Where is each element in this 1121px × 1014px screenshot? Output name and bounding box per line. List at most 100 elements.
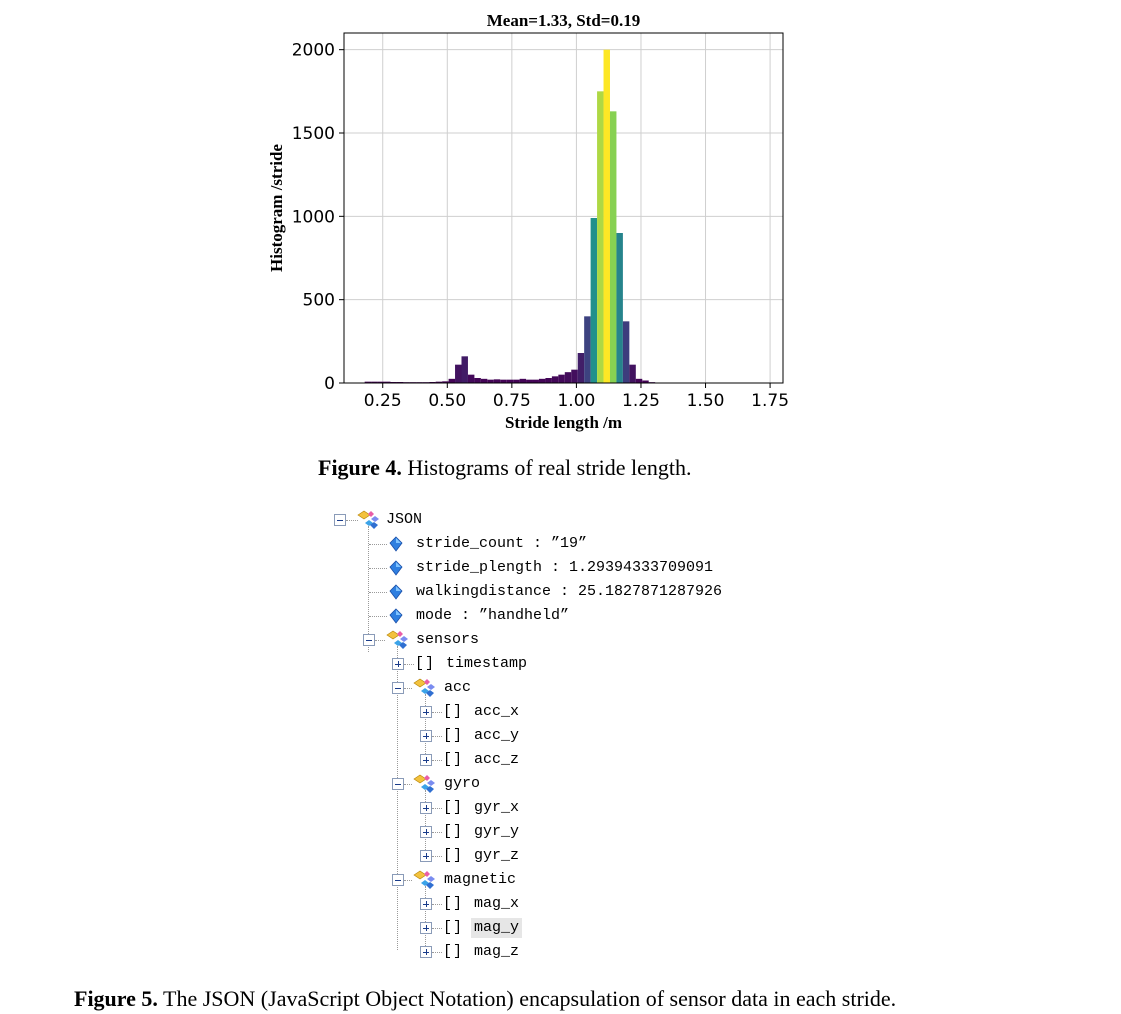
histogram-bar xyxy=(493,379,501,383)
histogram-bar xyxy=(526,379,533,383)
histogram-bar xyxy=(538,378,546,383)
histogram-bar xyxy=(519,378,527,383)
y-tick-label: 1000 xyxy=(292,207,335,227)
histogram-bar xyxy=(584,316,591,383)
histogram-bar xyxy=(577,353,585,383)
object-node-icon xyxy=(386,630,408,649)
tree-connector xyxy=(425,790,426,854)
histogram-bar xyxy=(513,379,520,383)
value-diamond-icon xyxy=(389,584,403,600)
value-diamond-icon xyxy=(389,608,403,624)
histogram-bar xyxy=(377,381,385,383)
gyr-x-label: gyr_x xyxy=(474,799,520,816)
figure-5-label: Figure 5. xyxy=(74,986,158,1011)
stride-plength-label: stride_plength : 1.29394333709091 xyxy=(416,559,714,576)
figure-5-text: The JSON (JavaScript Object Notation) en… xyxy=(163,986,897,1011)
expand-icon[interactable] xyxy=(420,922,432,934)
array-icon: [] xyxy=(443,703,464,720)
tree-connector xyxy=(425,694,426,758)
collapse-icon[interactable] xyxy=(392,778,404,790)
timestamp-label: timestamp xyxy=(446,655,528,672)
array-icon: [] xyxy=(415,655,436,672)
plot-frame xyxy=(343,32,784,384)
chart-title: Mean=1.33, Std=0.19 xyxy=(487,11,641,30)
array-icon: [] xyxy=(443,823,464,840)
array-icon: [] xyxy=(443,943,464,960)
histogram-bar xyxy=(474,378,481,383)
object-node-icon xyxy=(413,774,435,793)
histogram-bar xyxy=(371,381,378,383)
array-icon: [] xyxy=(443,751,464,768)
histogram-bar xyxy=(642,380,649,383)
histogram-bar xyxy=(487,379,494,383)
figure-4-label: Figure 4. xyxy=(318,455,402,480)
value-diamond-icon xyxy=(389,560,403,576)
histogram-bar xyxy=(551,376,559,383)
collapse-icon[interactable] xyxy=(363,634,375,646)
x-tick-label: 1.00 xyxy=(557,391,595,411)
gyr-z-label: gyr_z xyxy=(474,847,520,864)
array-icon: [] xyxy=(443,895,464,912)
expand-icon[interactable] xyxy=(420,946,432,958)
histogram-bar xyxy=(461,356,468,383)
stride-count-label: stride_count : ”19” xyxy=(416,535,588,552)
histogram-bar xyxy=(571,369,578,383)
expand-icon[interactable] xyxy=(420,754,432,766)
expand-icon[interactable] xyxy=(420,802,432,814)
mag-x-label: mag_x xyxy=(474,895,520,912)
mode-label: mode : ”handheld” xyxy=(416,607,570,624)
tree-connector xyxy=(368,526,369,652)
y-tick-label: 1500 xyxy=(292,124,335,144)
acc-z-label: acc_z xyxy=(474,751,520,768)
histogram-bar xyxy=(384,381,391,383)
histogram-bar xyxy=(506,379,514,383)
histogram-bar xyxy=(622,321,630,383)
expand-icon[interactable] xyxy=(420,706,432,718)
histogram-figure: 0.25 0.50 0.75 1.00 1.25 1.50 1.75 0 500 1000 1500… xyxy=(0,0,1121,440)
value-diamond-icon xyxy=(389,536,403,552)
array-icon: [] xyxy=(443,847,464,864)
x-axis-label: Stride length /m xyxy=(505,413,622,432)
tree-connector xyxy=(397,646,398,950)
x-tick-label: 0.50 xyxy=(428,391,466,411)
histogram-bar xyxy=(545,378,552,383)
histogram-bar xyxy=(467,374,475,383)
mag-y-label: mag_y xyxy=(471,918,523,938)
tree-connector xyxy=(425,886,426,950)
histogram-chart: 0.25 0.50 0.75 1.00 1.25 1.50 1.75 0 500 1000 1500… xyxy=(267,11,789,432)
expand-icon[interactable] xyxy=(420,826,432,838)
histogram-bar xyxy=(455,364,462,383)
acc-y-label: acc_y xyxy=(474,727,520,744)
x-tick-label: 1.50 xyxy=(687,391,725,411)
y-tick-label: 500 xyxy=(303,291,335,311)
object-node-icon xyxy=(413,678,435,697)
x-tick-label: 1.75 xyxy=(751,391,789,411)
y-axis-label: Histogram /stride xyxy=(267,144,286,272)
json-tree: JSON stride_count : ”19” stride_plength … xyxy=(330,506,750,966)
collapse-icon[interactable] xyxy=(334,514,346,526)
gyr-y-label: gyr_y xyxy=(474,823,520,840)
histogram-bar xyxy=(609,111,617,383)
x-tick-label: 1.25 xyxy=(622,391,660,411)
y-tick-label: 2000 xyxy=(292,41,335,61)
x-tick-label: 0.25 xyxy=(364,391,402,411)
expand-icon[interactable] xyxy=(420,850,432,862)
collapse-icon[interactable] xyxy=(392,874,404,886)
figure-4-caption: Figure 4. Histograms of real stride leng… xyxy=(318,455,692,481)
gyro-label: gyro xyxy=(444,775,481,792)
magnetic-label: magnetic xyxy=(444,871,517,888)
expand-icon[interactable] xyxy=(392,658,404,670)
histogram-bar xyxy=(448,378,456,383)
histogram-bar xyxy=(564,372,572,383)
y-tick-label: 0 xyxy=(324,374,335,394)
walkingdistance-label: walkingdistance : 25.1827871287926 xyxy=(416,583,723,600)
collapse-icon[interactable] xyxy=(392,682,404,694)
histogram-bar xyxy=(364,381,372,383)
figure-4-text: Histograms of real stride length. xyxy=(407,455,692,480)
expand-icon[interactable] xyxy=(420,898,432,910)
tree-root-label: JSON xyxy=(386,511,423,528)
histogram-bar xyxy=(603,49,610,384)
histogram-bar xyxy=(629,364,636,383)
expand-icon[interactable] xyxy=(420,730,432,742)
histogram-bar xyxy=(558,374,565,383)
